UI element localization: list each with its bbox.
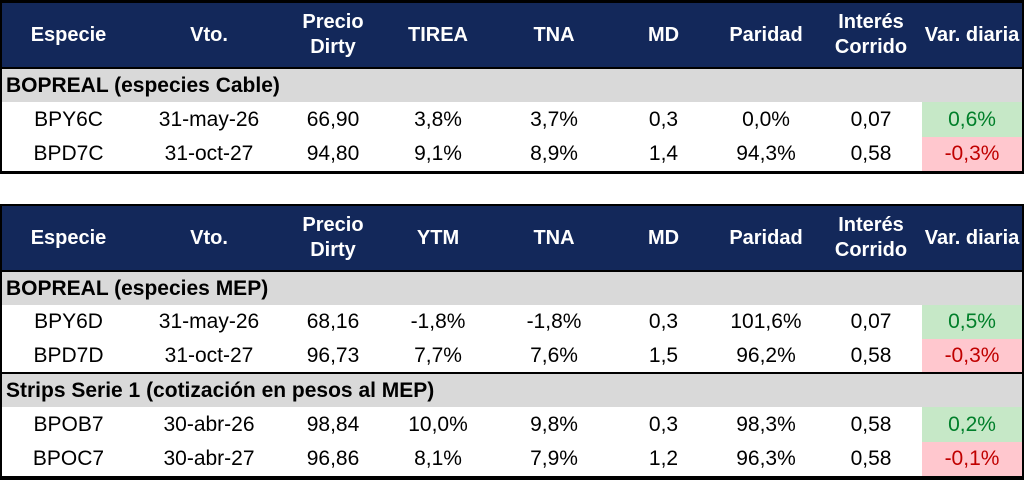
cell-interes-corrido: 0,07 <box>820 102 922 137</box>
section-header-strips-serie-1: Strips Serie 1 (cotización en pesos al M… <box>2 372 1022 407</box>
cell-md: 1,5 <box>615 339 712 372</box>
cell-md: 1,4 <box>615 137 712 171</box>
cell-especie: BPOB7 <box>2 407 135 442</box>
cell-vto: 31-may-26 <box>135 102 283 137</box>
cell-ytm: -1,8% <box>383 305 493 339</box>
col-header-precio-dirty: Precio Dirty <box>283 206 383 272</box>
cell-tna: 7,9% <box>493 442 615 476</box>
cell-paridad: 0,0% <box>712 102 820 137</box>
section-header-bopreal-mep: BOPREAL (especies MEP) <box>2 272 1022 305</box>
col-header-interes-corrido: Interés Corrido <box>820 3 922 69</box>
col-header-especie: Especie <box>2 206 135 272</box>
cell-vto: 30-abr-26 <box>135 407 283 442</box>
col-header-tirea: TIREA <box>383 3 493 69</box>
cell-precio-dirty: 98,84 <box>283 407 383 442</box>
cell-ytm: 7,7% <box>383 339 493 372</box>
cell-tna: 9,8% <box>493 407 615 442</box>
col-header-paridad: Paridad <box>712 3 820 69</box>
cell-md: 0,3 <box>615 102 712 137</box>
cell-md: 0,3 <box>615 407 712 442</box>
col-header-ytm: YTM <box>383 206 493 272</box>
cell-var-diaria-negative: -0,3% <box>922 137 1022 171</box>
col-header-paridad: Paridad <box>712 206 820 272</box>
cell-ytm: 8,1% <box>383 442 493 476</box>
section-header-bopreal-cable: BOPREAL (especies Cable) <box>2 69 1022 102</box>
bond-table-cable: Especie Vto. Precio Dirty TIREA TNA MD P… <box>0 0 1024 174</box>
cell-var-diaria-positive: 0,6% <box>922 102 1022 137</box>
cell-precio-dirty: 96,73 <box>283 339 383 372</box>
cell-interes-corrido: 0,58 <box>820 442 922 476</box>
col-header-tna: TNA <box>493 3 615 69</box>
cell-paridad: 96,3% <box>712 442 820 476</box>
cell-var-diaria-negative: -0,3% <box>922 339 1022 372</box>
col-header-md: MD <box>615 3 712 69</box>
cell-interes-corrido: 0,58 <box>820 137 922 171</box>
cell-ytm: 10,0% <box>383 407 493 442</box>
cell-vto: 31-oct-27 <box>135 339 283 372</box>
col-header-especie: Especie <box>2 3 135 69</box>
cell-especie: BPY6D <box>2 305 135 339</box>
cell-especie: BPD7D <box>2 339 135 372</box>
col-header-var-diaria: Var. diaria <box>922 3 1022 69</box>
cell-precio-dirty: 94,80 <box>283 137 383 171</box>
col-header-vto: Vto. <box>135 3 283 69</box>
cell-interes-corrido: 0,07 <box>820 305 922 339</box>
cell-interes-corrido: 0,58 <box>820 407 922 442</box>
cell-vto: 30-abr-27 <box>135 442 283 476</box>
cell-precio-dirty: 96,86 <box>283 442 383 476</box>
cell-tna: 7,6% <box>493 339 615 372</box>
col-header-md: MD <box>615 206 712 272</box>
col-header-precio-dirty: Precio Dirty <box>283 3 383 69</box>
col-header-var-diaria: Var. diaria <box>922 206 1022 272</box>
cell-especie: BPOC7 <box>2 442 135 476</box>
cell-md: 0,3 <box>615 305 712 339</box>
cell-tna: 8,9% <box>493 137 615 171</box>
cell-tna: -1,8% <box>493 305 615 339</box>
cell-paridad: 101,6% <box>712 305 820 339</box>
cell-paridad: 94,3% <box>712 137 820 171</box>
cell-vto: 31-may-26 <box>135 305 283 339</box>
cell-especie: BPD7C <box>2 137 135 171</box>
cell-especie: BPY6C <box>2 102 135 137</box>
cell-var-diaria-positive: 0,5% <box>922 305 1022 339</box>
cell-var-diaria-positive: 0,2% <box>922 407 1022 442</box>
col-header-vto: Vto. <box>135 206 283 272</box>
col-header-tna: TNA <box>493 206 615 272</box>
cell-tirea: 9,1% <box>383 137 493 171</box>
bond-table-mep: Especie Vto. Precio Dirty YTM TNA MD Par… <box>0 204 1024 479</box>
cell-vto: 31-oct-27 <box>135 137 283 171</box>
cell-var-diaria-negative: -0,1% <box>922 442 1022 476</box>
cell-paridad: 98,3% <box>712 407 820 442</box>
cell-precio-dirty: 68,16 <box>283 305 383 339</box>
cell-interes-corrido: 0,58 <box>820 339 922 372</box>
cell-paridad: 96,2% <box>712 339 820 372</box>
cell-md: 1,2 <box>615 442 712 476</box>
cell-tna: 3,7% <box>493 102 615 137</box>
table-separator <box>0 174 1024 204</box>
col-header-interes-corrido: Interés Corrido <box>820 206 922 272</box>
cell-precio-dirty: 66,90 <box>283 102 383 137</box>
cell-tirea: 3,8% <box>383 102 493 137</box>
